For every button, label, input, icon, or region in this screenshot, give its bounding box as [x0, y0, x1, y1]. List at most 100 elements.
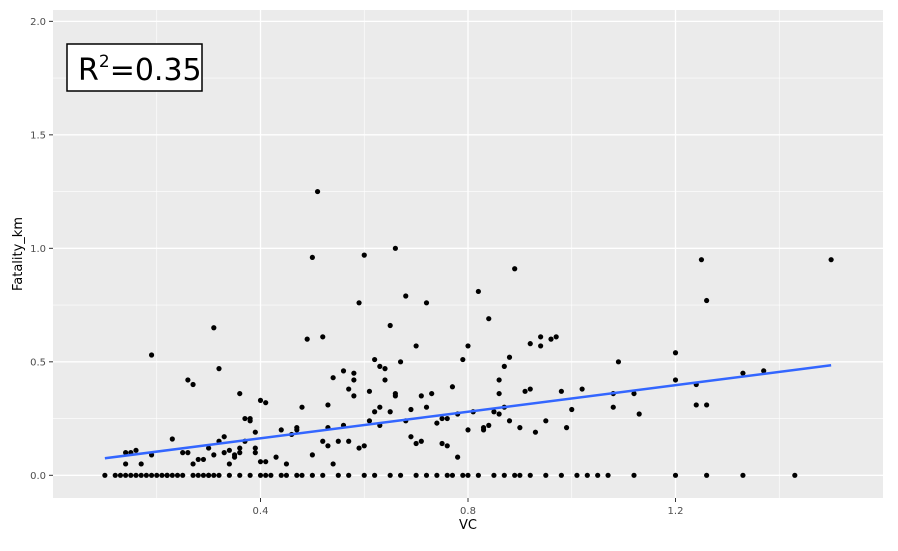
data-point	[226, 461, 232, 467]
data-point	[761, 368, 767, 374]
data-point	[558, 472, 564, 478]
data-point	[252, 450, 258, 456]
data-point	[174, 472, 181, 478]
data-point	[698, 257, 705, 263]
data-point	[206, 472, 212, 478]
data-point	[496, 377, 502, 383]
data-point	[527, 386, 533, 392]
data-point	[180, 472, 186, 478]
data-point	[237, 390, 243, 397]
data-point	[159, 472, 165, 478]
data-point	[672, 472, 679, 478]
data-point	[491, 472, 497, 478]
data-point	[740, 370, 746, 376]
data-point	[211, 472, 217, 478]
data-point	[558, 388, 564, 394]
data-point	[252, 445, 258, 451]
data-point	[138, 461, 144, 467]
data-point	[387, 472, 393, 478]
data-point	[200, 456, 207, 463]
data-point	[216, 472, 222, 478]
data-point	[252, 429, 258, 435]
data-point	[418, 438, 424, 444]
data-point	[377, 363, 383, 369]
data-point	[294, 472, 300, 478]
data-point	[112, 472, 118, 478]
data-point	[346, 438, 352, 444]
data-point	[449, 384, 456, 390]
data-point	[569, 406, 575, 413]
regression-line	[104, 363, 832, 460]
data-point	[320, 334, 326, 340]
data-point	[190, 472, 196, 478]
data-point	[231, 454, 238, 460]
data-point	[615, 359, 622, 365]
data-point	[361, 252, 367, 258]
data-point	[211, 452, 217, 458]
data-point	[366, 418, 373, 424]
data-point	[257, 472, 264, 478]
data-point	[828, 257, 834, 263]
data-point	[496, 411, 502, 417]
data-point	[356, 300, 362, 306]
data-point	[631, 472, 637, 478]
data-point	[408, 406, 414, 413]
x-tick-label: 0.8	[460, 506, 476, 517]
data-point	[397, 359, 404, 365]
data-point	[190, 381, 196, 388]
data-point	[123, 472, 129, 478]
data-point	[429, 390, 435, 397]
data-point	[117, 472, 124, 478]
data-point	[512, 472, 518, 478]
data-point	[314, 188, 321, 195]
annotation-box	[66, 43, 203, 92]
data-point	[522, 388, 528, 394]
data-point	[423, 300, 430, 306]
x-tick-label: 1.2	[668, 506, 684, 517]
data-point	[595, 472, 601, 478]
x-axis-ticks: 0.4 0.8 1.2	[253, 498, 684, 517]
x-axis-title: VC	[459, 518, 477, 533]
data-point	[143, 472, 149, 478]
data-point	[102, 472, 108, 478]
data-point	[247, 415, 253, 422]
data-point	[465, 427, 471, 433]
data-point	[237, 445, 243, 451]
y-tick-label: 0.5	[30, 357, 46, 368]
data-point	[185, 450, 191, 456]
data-point	[418, 393, 424, 399]
data-point	[377, 404, 383, 410]
data-point	[263, 459, 269, 465]
y-tick-label: 2.0	[30, 17, 46, 28]
data-point	[792, 472, 798, 478]
data-point	[439, 440, 445, 447]
y-axis-title: Fatality_km	[11, 217, 26, 291]
data-point	[501, 472, 507, 478]
data-point	[532, 429, 539, 435]
data-point	[190, 461, 196, 467]
data-point	[216, 366, 222, 372]
y-tick-label: 1.5	[30, 130, 46, 141]
data-point	[517, 425, 523, 431]
data-point	[480, 427, 487, 433]
data-point	[631, 390, 637, 397]
data-point	[237, 472, 243, 478]
data-point	[486, 422, 492, 428]
data-point	[403, 293, 409, 299]
data-point	[148, 352, 155, 358]
data-point	[211, 325, 217, 331]
data-point	[413, 472, 419, 478]
y-axis-ticks: 0.0 0.5 1.0 1.5 2.0	[30, 17, 53, 482]
data-point	[475, 288, 481, 295]
data-point	[491, 409, 497, 415]
data-point	[335, 472, 341, 478]
y-tick-label: 0.0	[30, 471, 46, 482]
data-point	[128, 472, 134, 478]
data-point	[309, 472, 315, 478]
x-tick-label: 0.4	[253, 506, 269, 517]
data-point	[372, 472, 378, 478]
data-point	[387, 409, 393, 415]
data-point	[392, 245, 398, 251]
data-point	[148, 472, 155, 478]
data-point	[133, 447, 139, 453]
